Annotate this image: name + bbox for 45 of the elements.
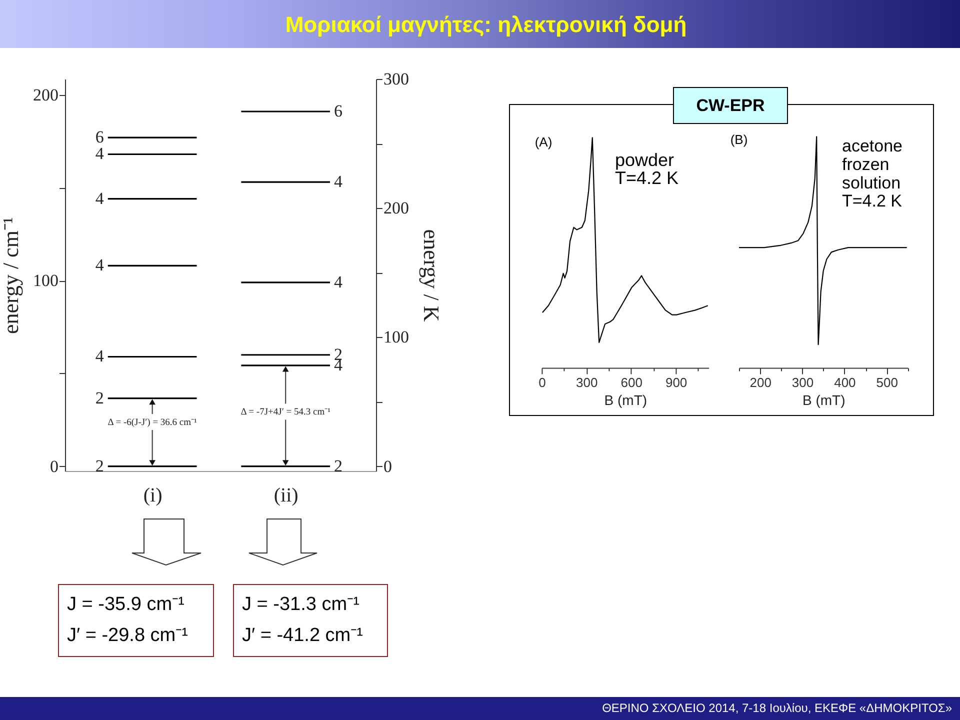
annotation: Δ = -7J+4J′ = 54.3 cm⁻¹ — [240, 408, 331, 418]
y2-tick-label: 200 — [384, 198, 409, 218]
annotation: powder T=4.2 K — [615, 150, 679, 188]
x-tick-label: 900 — [665, 375, 688, 390]
x-tick-label: 0 — [538, 375, 546, 390]
annotation: 2 — [95, 388, 104, 408]
y-tick-label: 0 — [50, 456, 58, 476]
text: ΘΕΡΙΝΟ ΣΧΟΛΕΙΟ 2014, 7-18 Ιουλίου, ΕΚΕΦΕ «ΔΗΜΟΚΡΙΤΟΣ» — [602, 700, 952, 716]
x-tick-label: 300 — [576, 375, 598, 390]
y-axis-title: energy / cm⁻¹ — [0, 216, 23, 334]
annotation: (B) — [730, 132, 748, 147]
y-tick-label: 200 — [33, 85, 58, 104]
y-tick-label: 100 — [33, 271, 58, 290]
x-tick-label: 300 — [792, 375, 814, 390]
text: J′ = -29.8 cm⁻¹ — [67, 625, 188, 646]
annotation: 4 — [95, 144, 104, 164]
text: J = -35.9 cm⁻¹ — [67, 594, 184, 615]
annotation: 4 — [334, 172, 344, 192]
annotation: 2 — [334, 456, 343, 476]
x-axis-title: B (mT) — [802, 392, 846, 408]
y2-axis-title: energy / K — [419, 229, 444, 322]
x-tick-label: 500 — [876, 375, 898, 390]
text: J′ = -41.2 cm⁻¹ — [242, 625, 363, 646]
x-tick-label: 600 — [620, 375, 642, 390]
y2-tick-label: 300 — [384, 70, 409, 88]
annotation: 2 — [95, 456, 104, 476]
text: Μοριακοί μαγνήτες: ηλεκτρονική δομή — [285, 11, 687, 39]
annotation: 6 — [334, 102, 343, 121]
annotation: 6 — [95, 128, 104, 147]
annotation: 4 — [334, 272, 344, 292]
annotation: (A) — [534, 134, 552, 150]
annotation: acetone frozen solution T=4.2 K — [842, 136, 903, 211]
x-tick-label: (i) — [143, 484, 162, 506]
annotation: Δ = -6(J-J′) = 36.6 cm⁻¹ — [108, 418, 198, 428]
annotation: 4 — [95, 188, 104, 208]
x-tick-label: 400 — [834, 375, 856, 390]
y2-tick-label: 0 — [384, 456, 392, 476]
x-axis-title: B (mT) — [604, 392, 648, 408]
chart-title: CW-EPR — [673, 87, 788, 124]
text: J = -31.3 cm⁻¹ — [242, 594, 360, 615]
annotation: 4 — [95, 256, 104, 275]
x-tick-label: 200 — [750, 375, 772, 390]
annotation: 4 — [95, 346, 104, 366]
x-tick-label: (ii) — [274, 484, 298, 506]
y2-tick-label: 100 — [384, 328, 409, 347]
